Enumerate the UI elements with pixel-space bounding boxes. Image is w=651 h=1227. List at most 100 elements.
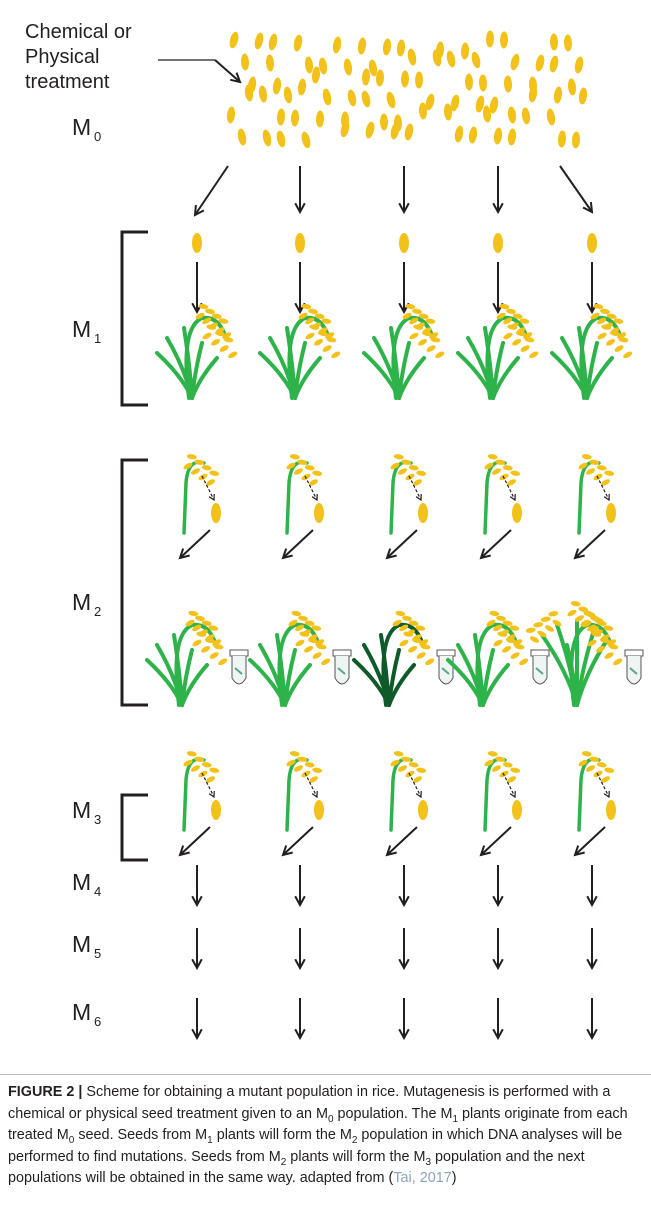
seed: [505, 637, 516, 644]
seed: [607, 639, 617, 646]
seed: [405, 303, 416, 310]
treatment-label: treatment: [25, 71, 110, 93]
arrow: [294, 166, 306, 215]
arrow-head: [294, 958, 306, 971]
arrow: [492, 928, 504, 971]
seed: [450, 94, 460, 112]
seed: [509, 625, 520, 631]
generation-subscript: 1: [94, 331, 101, 346]
seed: [549, 55, 559, 73]
arrow-head: [492, 202, 504, 215]
seed: [214, 330, 225, 337]
seed: [325, 332, 335, 339]
seed: [401, 459, 412, 465]
seed: [549, 33, 559, 51]
caption-subscript: 2: [351, 1134, 358, 1146]
seed: [375, 69, 385, 87]
arrow-shaft: [408, 772, 422, 798]
seed: [223, 337, 234, 343]
arrow: [201, 475, 215, 502]
seed: [502, 465, 513, 471]
seed: [390, 759, 400, 767]
arrow: [385, 529, 418, 560]
seed: [587, 639, 597, 647]
arrow: [502, 475, 516, 502]
leaf: [190, 356, 219, 400]
seed: [403, 631, 414, 637]
seed: [454, 125, 464, 143]
seed: [299, 631, 310, 637]
seed: [205, 776, 216, 783]
seed: [446, 50, 456, 68]
seed: [361, 90, 371, 108]
arrow: [586, 928, 598, 971]
seed: [533, 622, 544, 628]
seed: [288, 619, 298, 627]
citation-link[interactable]: Tai, 2017: [393, 1170, 452, 1186]
seed: [240, 53, 250, 71]
seed: [408, 620, 419, 626]
seed: [604, 767, 615, 773]
seed: [317, 330, 328, 337]
arrow: [304, 475, 318, 502]
seed: [304, 645, 314, 653]
seed: [254, 32, 264, 50]
seed: [347, 89, 357, 107]
seed: [409, 332, 419, 340]
generation-subscript: 5: [94, 946, 101, 961]
arrow-head: [586, 895, 598, 908]
caption-text: plants will form the M: [212, 1127, 352, 1143]
seed: [188, 610, 199, 617]
seed: [407, 48, 417, 66]
arrow-head: [573, 845, 585, 857]
generation-label: M: [72, 316, 91, 342]
seed: [276, 108, 286, 126]
seed: [211, 503, 221, 523]
seed: [305, 317, 315, 325]
seed: [596, 645, 606, 653]
arrow: [492, 998, 504, 1041]
seed: [493, 233, 503, 253]
arrow-head: [398, 958, 410, 971]
seed: [204, 637, 215, 644]
tube: [436, 649, 456, 685]
caption-text: seed. Seeds from M: [74, 1127, 208, 1143]
seed: [600, 776, 611, 783]
caption-text: Scheme for obtaining a mutant population…: [8, 1084, 611, 1122]
arrow: [398, 928, 410, 971]
seed: [418, 503, 428, 523]
seed: [495, 756, 506, 762]
arrow: [281, 529, 314, 560]
seed: [506, 308, 516, 314]
generation-label: M: [72, 589, 91, 615]
arrow-head: [479, 845, 491, 857]
seed: [314, 338, 324, 346]
seed: [212, 639, 222, 646]
seed: [578, 87, 588, 105]
stem: [381, 622, 423, 707]
seed: [601, 324, 612, 330]
plant: [352, 622, 423, 707]
seed: [226, 106, 236, 124]
arrow-head: [582, 201, 594, 214]
arrow-shaft: [386, 529, 418, 559]
seed: [315, 639, 325, 646]
plant: [550, 315, 621, 400]
seed: [495, 459, 506, 465]
generation-label: M: [72, 114, 91, 140]
seed: [295, 639, 305, 647]
seed: [293, 34, 303, 52]
arrow-shaft: [282, 529, 314, 559]
seed: [392, 619, 402, 627]
seed: [614, 345, 624, 352]
seed: [502, 762, 513, 768]
seed: [397, 765, 408, 772]
leaf: [387, 663, 416, 707]
seed: [291, 610, 302, 617]
seed: [418, 313, 429, 319]
arrow: [304, 772, 318, 799]
seed: [185, 619, 195, 627]
seed: [493, 127, 503, 145]
seed: [597, 317, 607, 325]
